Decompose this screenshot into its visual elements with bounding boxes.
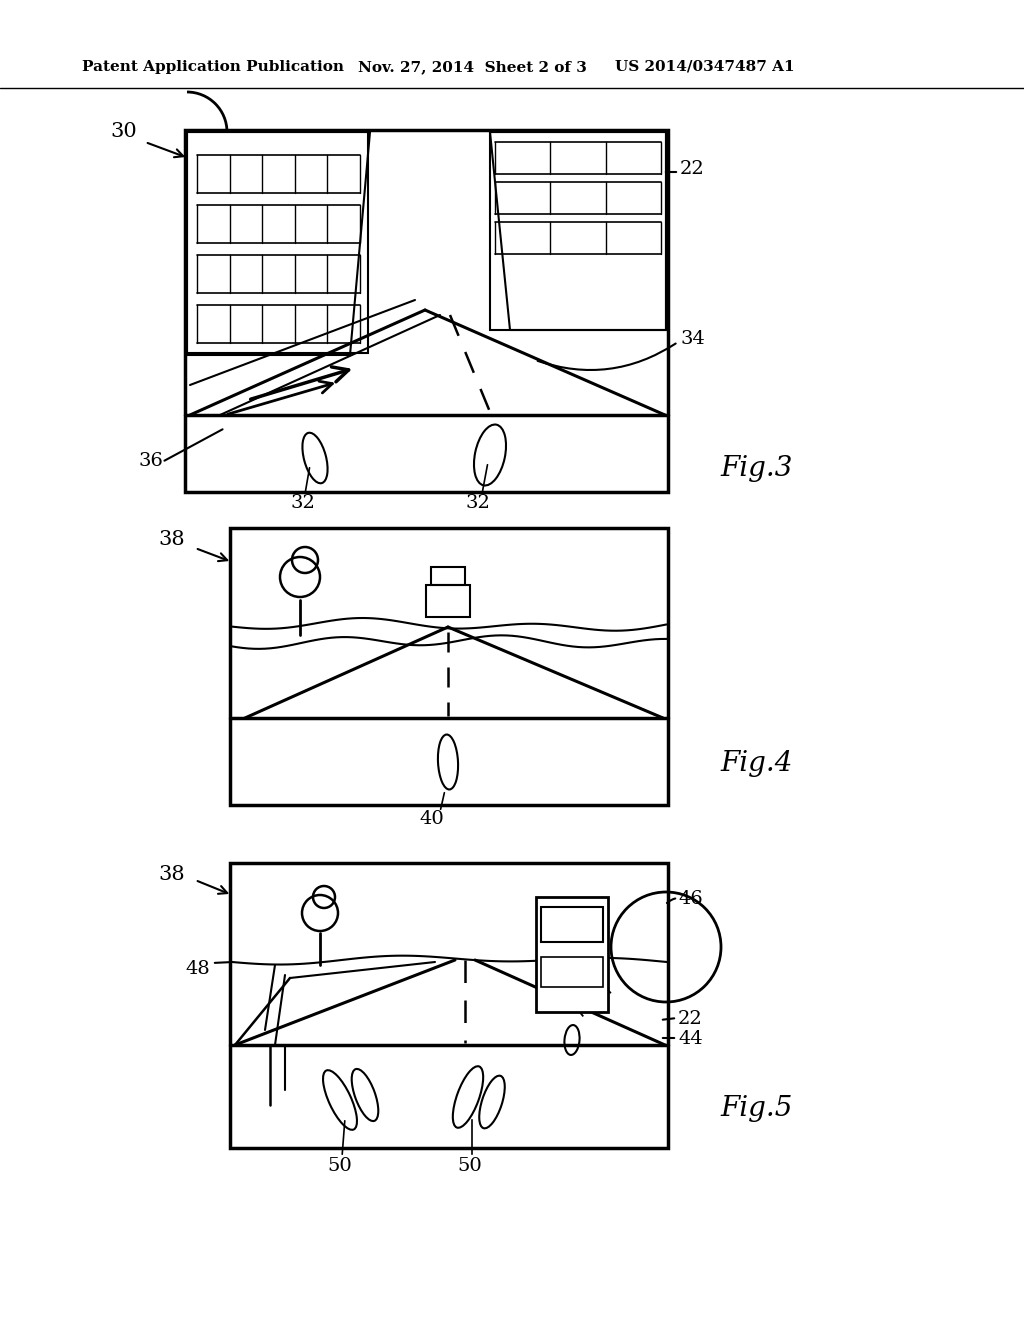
Bar <box>426 585 470 616</box>
Bar <box>431 568 465 585</box>
Text: 34: 34 <box>680 330 705 348</box>
Text: 46: 46 <box>678 890 702 908</box>
Text: 44: 44 <box>678 1030 702 1048</box>
Text: 30: 30 <box>110 121 137 141</box>
Bar <box>490 132 666 330</box>
Text: 22: 22 <box>678 1010 702 1028</box>
Bar <box>230 863 668 1148</box>
Text: 38: 38 <box>158 865 184 884</box>
Bar <box>230 528 668 805</box>
Text: 32: 32 <box>466 494 490 512</box>
Text: Patent Application Publication: Patent Application Publication <box>82 59 344 74</box>
Text: Fig.3: Fig.3 <box>720 455 793 482</box>
Text: 40: 40 <box>420 810 444 828</box>
Text: Nov. 27, 2014  Sheet 2 of 3: Nov. 27, 2014 Sheet 2 of 3 <box>358 59 587 74</box>
Text: Fig.5: Fig.5 <box>720 1096 793 1122</box>
Text: 38: 38 <box>158 531 184 549</box>
Bar <box>536 898 608 1012</box>
Text: 22: 22 <box>680 160 705 178</box>
Text: 50: 50 <box>458 1158 482 1175</box>
Text: Fig.4: Fig.4 <box>720 750 793 777</box>
Bar <box>541 907 603 942</box>
Text: 50: 50 <box>328 1158 352 1175</box>
Bar <box>541 957 603 987</box>
Bar <box>187 132 368 352</box>
Text: 36: 36 <box>138 451 163 470</box>
Text: 48: 48 <box>185 960 210 978</box>
Bar <box>185 129 668 492</box>
Text: 32: 32 <box>291 494 315 512</box>
Text: US 2014/0347487 A1: US 2014/0347487 A1 <box>615 59 795 74</box>
